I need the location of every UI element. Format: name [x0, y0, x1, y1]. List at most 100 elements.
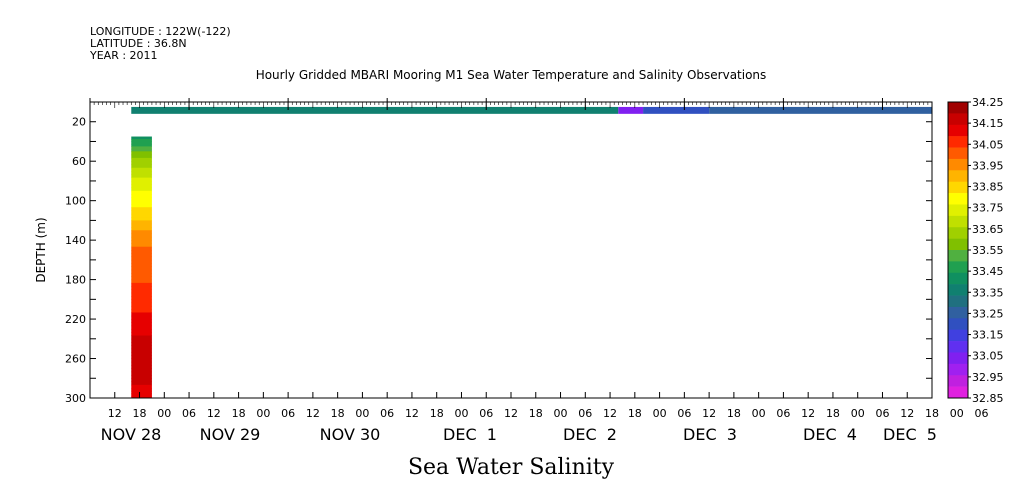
colorbar-swatch — [948, 272, 968, 285]
x-hour-label: 06 — [380, 407, 394, 420]
colorbar-label: 33.75 — [972, 202, 1004, 215]
y-axis-label: DEPTH (m) — [34, 217, 48, 282]
profile-cell — [131, 243, 152, 248]
colorbar-label: 33.65 — [972, 223, 1004, 236]
x-hour-label: 18 — [529, 407, 543, 420]
profile-cell — [131, 299, 152, 304]
x-hour-label: 00 — [950, 407, 964, 420]
profile-cell — [131, 335, 152, 340]
profile-cell — [131, 203, 152, 208]
profile-cell — [131, 273, 152, 277]
surface-band-segment — [643, 106, 710, 114]
colorbar-label: 34.25 — [972, 96, 1004, 109]
plot-frame — [89, 101, 933, 399]
profile-cell — [131, 286, 152, 290]
x-hour-label: 06 — [776, 407, 790, 420]
x-hour-label: 18 — [826, 407, 840, 420]
profile-cell — [131, 164, 152, 169]
longitude-label: LONGITUDE : 122W(-122) — [90, 25, 231, 38]
profile-cell — [131, 338, 152, 343]
x-hour-label: 00 — [554, 407, 568, 420]
colorbar-swatch — [948, 204, 968, 217]
x-hour-label: 06 — [479, 407, 493, 420]
x-hour-label: 00 — [851, 407, 865, 420]
x-day-label: DEC 3 — [683, 425, 737, 444]
x-hour-label: 18 — [232, 407, 246, 420]
colorbar-swatch — [948, 158, 968, 171]
profile-cell — [131, 302, 152, 307]
x-hour-label: 12 — [900, 407, 914, 420]
colorbar-label: 34.15 — [972, 117, 1004, 130]
colorbar-swatch — [948, 113, 968, 126]
colorbar-swatch — [948, 215, 968, 228]
profile-cell — [131, 217, 152, 221]
colorbar-swatch — [948, 318, 968, 330]
x-day-label: NOV 30 — [320, 425, 381, 444]
profile-cell — [131, 200, 152, 205]
colorbar-swatch — [948, 386, 968, 399]
surface-band-segment — [618, 106, 644, 114]
profile-cell — [131, 394, 152, 397]
profile-cell — [131, 143, 152, 147]
y-tick-label: 220 — [65, 313, 86, 326]
colorbar-swatch — [948, 227, 968, 239]
profile-cell — [131, 305, 152, 310]
profile-cell — [131, 384, 152, 389]
profile-cell — [131, 256, 152, 261]
x-hour-label: 06 — [975, 407, 989, 420]
chart-subtitle: Sea Water Salinity — [407, 455, 615, 480]
x-hour-label: 18 — [331, 407, 345, 420]
x-hour-label: 12 — [603, 407, 617, 420]
colorbar-label: 33.15 — [972, 329, 1004, 342]
y-tick-label: 260 — [65, 353, 86, 366]
surface-band-segment — [709, 106, 932, 114]
profile-cell — [131, 174, 152, 179]
profile-cell — [131, 136, 152, 140]
x-hour-label: 00 — [653, 407, 667, 420]
colorbar-swatch — [948, 295, 968, 308]
x-hour-label: 12 — [405, 407, 419, 420]
colorbar-swatch — [948, 363, 968, 376]
profile-cell — [131, 315, 152, 320]
profile-cell — [131, 177, 152, 182]
x-hour-label: 06 — [578, 407, 592, 420]
profile-cell — [131, 358, 152, 363]
profile-cell — [131, 332, 152, 337]
profile-cell — [131, 276, 152, 281]
profile-cell — [131, 141, 152, 145]
axes-layer: 20 60 100 140 180 220 260 300 12 18 00 06 12 18 00 06 12… — [65, 98, 989, 444]
x-hour-label: 18 — [430, 407, 444, 420]
x-hour-label: 18 — [925, 407, 939, 420]
profile-cell — [131, 207, 152, 212]
colorbar-label: 33.35 — [972, 286, 1004, 299]
profile-cell — [131, 194, 152, 198]
surface-band-segment — [131, 106, 619, 114]
colorbar-label: 32.85 — [972, 392, 1004, 405]
x-hour-label: 18 — [133, 407, 147, 420]
colorbar: 34.25 34.15 34.05 33.95 33.85 33.75 33.65 33.55… — [947, 96, 1004, 405]
profile-cell — [131, 266, 152, 271]
profile-cell — [131, 154, 152, 159]
profile-cell — [131, 282, 152, 287]
colorbar-swatch — [948, 329, 968, 342]
colorbar-swatch — [948, 306, 968, 319]
y-tick-label: 20 — [72, 116, 86, 129]
profile-cell — [131, 289, 152, 294]
profile-cell — [131, 230, 152, 235]
profile-cell — [131, 292, 152, 297]
x-hour-label: 00 — [355, 407, 369, 420]
colorbar-label: 33.85 — [972, 181, 1004, 194]
colorbar-swatch — [948, 261, 968, 274]
profile-cell — [131, 233, 152, 238]
profile-cell — [131, 312, 152, 317]
profile-cell — [131, 190, 152, 195]
profile-cell — [131, 322, 152, 327]
colorbar-label: 32.95 — [972, 371, 1004, 384]
profile-cell — [131, 296, 152, 300]
profile-cell — [131, 381, 152, 386]
profile-cell — [131, 393, 152, 396]
x-day-label: DEC 2 — [563, 425, 617, 444]
profile-cell — [131, 348, 152, 353]
profile-cell — [131, 269, 152, 274]
